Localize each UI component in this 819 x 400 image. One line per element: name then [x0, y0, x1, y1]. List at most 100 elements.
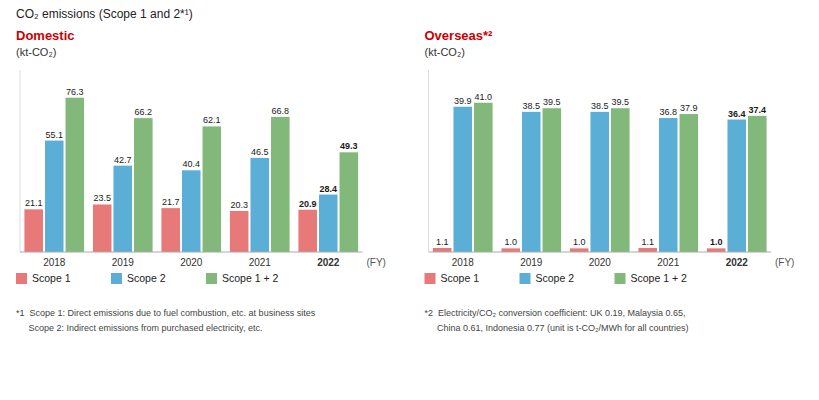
footnote: Scope 2: Indirect emissions from purchas…	[16, 323, 262, 333]
data-label: 62.1	[203, 115, 221, 125]
bar	[638, 248, 657, 252]
bar	[590, 112, 609, 252]
data-label: 21.1	[25, 198, 43, 208]
data-label: 49.3	[340, 141, 358, 151]
legend-swatch	[520, 273, 531, 284]
y-axis-line	[20, 70, 21, 252]
bar	[93, 204, 112, 252]
x-tick-label: 2018	[452, 257, 475, 268]
data-label: 38.5	[522, 101, 540, 111]
x-tick-label: 2022	[726, 257, 749, 268]
data-label: 66.8	[272, 106, 290, 116]
x-tick-label: 2021	[657, 257, 680, 268]
data-label: 1.0	[573, 237, 586, 247]
footnote: *2 Electricity/CO₂ conversion coefficien…	[425, 308, 686, 318]
data-label: 66.2	[135, 107, 153, 117]
legend-entry: Scope 1 + 2	[222, 272, 278, 284]
bars	[433, 103, 767, 252]
bar	[66, 98, 85, 252]
bar	[680, 114, 699, 252]
data-label: 76.3	[66, 87, 84, 97]
footnote: *1 Scope 1: Direct emissions due to fuel…	[16, 308, 316, 318]
bar	[24, 209, 43, 252]
bar	[230, 211, 249, 252]
x-axis-line	[429, 252, 772, 253]
x-tick-label: 2020	[589, 257, 612, 268]
data-label: 23.5	[93, 193, 111, 203]
unit-label: (kt-CO₂)	[425, 46, 465, 58]
bar	[433, 248, 452, 252]
chart-panel: Overseas*² (kt-CO₂) 1.1 1.0 1.0 1.1 1.0 39.9 38.…	[425, 28, 795, 333]
figure: CO₂ emissions (Scope 1 and 2*¹) Domestic (…	[0, 0, 819, 400]
legend-swatch	[425, 273, 436, 284]
bar	[522, 112, 541, 252]
bar	[727, 120, 746, 252]
data-label: 39.5	[612, 97, 630, 107]
data-label: 36.8	[659, 107, 677, 117]
legend-entry: Scope 1	[441, 272, 480, 284]
bar	[570, 248, 589, 252]
bar	[298, 210, 317, 252]
legend-swatch	[16, 273, 27, 284]
bar	[543, 108, 562, 252]
x-tick-label: 2019	[520, 257, 543, 268]
bar	[250, 158, 269, 252]
bar	[659, 118, 678, 252]
x-axis-label: (FY)	[367, 257, 386, 268]
x-axis-label: (FY)	[775, 257, 794, 268]
chart-panel: Domestic (kt-CO₂) 21.1 23.5 21.7 20.3 20.9 55.1…	[16, 28, 386, 333]
bar	[453, 107, 472, 252]
legend-entry: Scope 2	[127, 272, 166, 284]
data-label: 55.1	[45, 130, 63, 140]
x-tick-label: 2020	[180, 257, 203, 268]
data-label: 20.9	[299, 199, 317, 209]
data-labels: 1.1 1.0 1.0 1.1 1.0 39.9 38.5 38.5 36.8 36.4 41.0 3…	[436, 92, 766, 248]
legend-swatch	[111, 273, 122, 284]
y-axis-line	[428, 70, 429, 252]
bar	[203, 126, 222, 252]
bar	[319, 195, 338, 252]
data-label: 37.9	[680, 103, 698, 113]
data-label: 41.0	[475, 92, 493, 102]
figure-title: CO₂ emissions (Scope 1 and 2*¹)	[16, 7, 193, 21]
bar	[182, 170, 201, 252]
bar	[271, 117, 290, 252]
bar	[340, 152, 359, 252]
data-label: 42.7	[114, 155, 132, 165]
x-tick-label: 2019	[112, 257, 135, 268]
data-label: 39.5	[543, 97, 561, 107]
x-tick-label: 2018	[43, 257, 66, 268]
legend-entry: Scope 2	[536, 272, 575, 284]
chart-title: Overseas*²	[425, 28, 494, 43]
x-tick-label: 2022	[317, 257, 340, 268]
unit-label: (kt-CO₂)	[16, 46, 56, 58]
bar	[161, 208, 180, 252]
bar	[474, 103, 493, 252]
data-label: 20.3	[230, 200, 248, 210]
legend-swatch	[206, 273, 217, 284]
data-label: 1.1	[436, 237, 449, 247]
legend-entry: Scope 1 + 2	[631, 272, 687, 284]
data-label: 1.0	[504, 237, 517, 247]
data-label: 38.5	[591, 101, 609, 111]
bar	[134, 118, 153, 252]
legend-entry: Scope 1	[32, 272, 71, 284]
data-label: 36.4	[728, 109, 746, 119]
chart-title: Domestic	[16, 28, 75, 43]
data-labels: 21.123.521.720.320.955.142.740.446.528.4…	[25, 87, 358, 210]
bar	[748, 116, 767, 252]
bar	[707, 248, 726, 252]
bar	[501, 248, 520, 252]
bar	[113, 166, 132, 252]
data-label: 1.0	[710, 237, 723, 247]
bars	[24, 98, 358, 252]
data-label: 40.4	[182, 159, 200, 169]
bar	[45, 141, 64, 252]
data-label: 39.9	[454, 96, 472, 106]
bar	[611, 108, 630, 252]
data-label: 1.1	[641, 237, 654, 247]
data-label: 46.5	[251, 147, 269, 157]
data-label: 21.7	[162, 197, 180, 207]
x-axis-line	[20, 252, 363, 253]
legend-swatch	[615, 273, 626, 284]
